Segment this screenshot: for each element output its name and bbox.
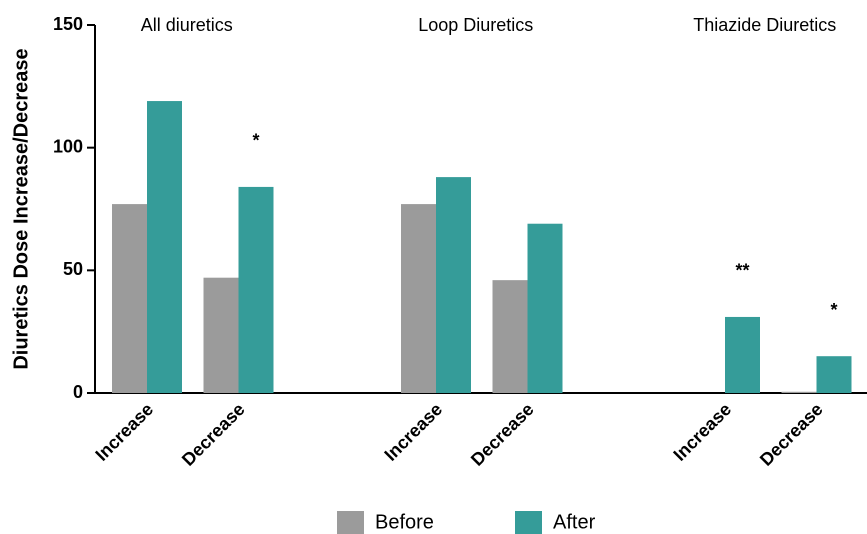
- legend-swatch: [515, 511, 542, 534]
- group-label: All diuretics: [141, 15, 233, 35]
- bar: [816, 356, 852, 393]
- y-axis-label: Diuretics Dose Increase/Decrease: [10, 48, 32, 369]
- x-tick-label: Increase: [669, 399, 735, 465]
- x-tick-label: Decrease: [756, 399, 827, 470]
- bar: [238, 186, 274, 393]
- x-tick-label: Increase: [91, 399, 157, 465]
- bar: [436, 177, 471, 393]
- annotation: *: [252, 131, 259, 151]
- bar: [492, 280, 528, 393]
- annotation: **: [735, 261, 749, 281]
- x-tick-label: Increase: [380, 399, 446, 465]
- x-tick-label: Decrease: [467, 399, 538, 470]
- bar: [401, 204, 436, 393]
- y-tick-label: 50: [63, 259, 83, 279]
- y-tick-label: 100: [53, 136, 83, 156]
- bar: [781, 391, 817, 393]
- bar: [527, 223, 563, 393]
- legend-label: After: [553, 511, 596, 533]
- group-label: Loop Diuretics: [418, 15, 533, 35]
- y-tick-label: 0: [73, 382, 83, 402]
- y-tick-label: 150: [53, 14, 83, 34]
- annotation: *: [830, 300, 837, 320]
- bar: [203, 277, 239, 393]
- group-label: Thiazide Diuretics: [693, 15, 836, 35]
- legend-label: Before: [375, 511, 434, 533]
- bar: [147, 101, 182, 393]
- bar: [725, 316, 760, 393]
- x-tick-label: Decrease: [178, 399, 249, 470]
- legend-swatch: [337, 511, 364, 534]
- bar: [112, 204, 147, 393]
